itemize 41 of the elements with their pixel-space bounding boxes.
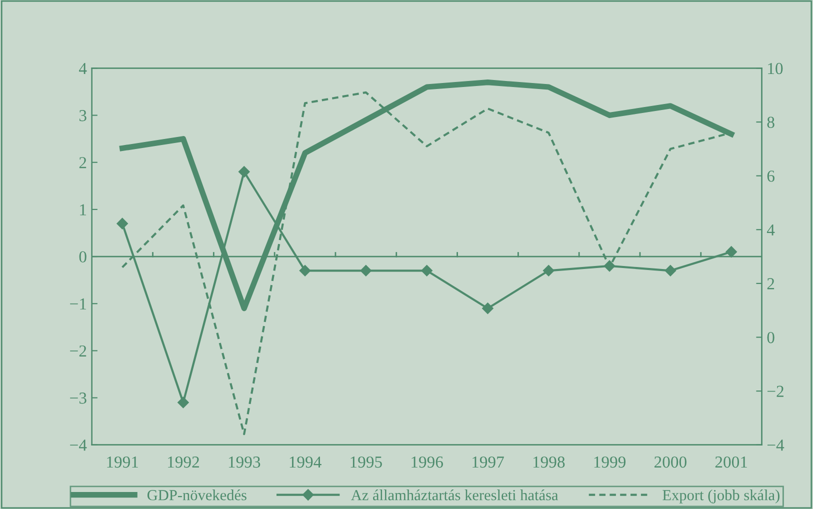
y-tick-label: 1	[80, 204, 86, 216]
point	[299, 265, 311, 276]
x-tick-label: 1998	[533, 456, 565, 468]
y-tick-label: 4	[79, 63, 87, 74]
y-tick-label: 0	[79, 251, 86, 262]
y2-tick-label: 2	[767, 278, 774, 290]
y2-tick-label: 6	[767, 170, 774, 182]
point	[726, 246, 737, 258]
x-tick-label: 1994	[290, 456, 322, 468]
y2-tick-label: 4	[766, 224, 775, 236]
legend-label: GDP-növekedés	[147, 490, 246, 500]
x-tick-label: 1991	[107, 456, 138, 468]
y2-tick-label: 0	[767, 332, 774, 344]
y2-tick-label: −2	[767, 386, 784, 397]
x-tick-label: 2001	[715, 456, 747, 468]
y-tick-label: −3	[70, 392, 86, 404]
x-tick-label: 1992	[168, 456, 199, 468]
x-tick-label: 1995	[350, 456, 382, 468]
x-tick-label: 1993	[228, 456, 260, 468]
point	[360, 265, 372, 276]
point	[178, 396, 189, 408]
point	[664, 265, 676, 276]
legend-label: Az államháztartás keresleti hatása	[351, 490, 558, 500]
point	[238, 166, 250, 178]
x-tick-label: 1997	[472, 456, 504, 468]
y2-tick-label: −4	[767, 440, 784, 451]
y2-tick-label: 8	[767, 116, 774, 128]
y-tick-label: −2	[70, 345, 86, 356]
x-tick-label: 1996	[412, 456, 443, 468]
point	[116, 218, 128, 230]
y-tick-label: −4	[70, 440, 87, 451]
point	[421, 265, 432, 276]
x-tick-label: 2000	[654, 456, 686, 468]
y-tick-label: 3	[79, 110, 86, 122]
x-tick-label: 1999	[594, 456, 626, 468]
y-tick-label: −1	[70, 298, 86, 310]
y-tick-label: 2	[79, 157, 86, 168]
point	[543, 265, 554, 276]
point	[482, 302, 494, 314]
legend-label: Export (jobb skála)	[662, 490, 780, 504]
y2-tick-label: 10	[768, 62, 783, 74]
